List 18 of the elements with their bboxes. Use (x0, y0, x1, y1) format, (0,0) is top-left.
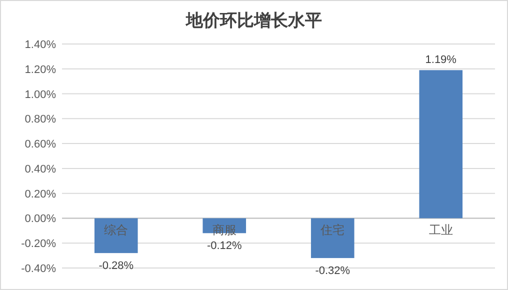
x-tick-label: 住宅 (320, 223, 345, 238)
y-tick-label: 0.40% (24, 163, 56, 176)
y-tick-label: 1.40% (24, 39, 56, 51)
chart-title: 地价环比增长水平 (185, 11, 322, 31)
y-tick-label: 1.20% (24, 64, 56, 76)
data-label: -0.32% (315, 265, 350, 278)
y-tick-label: 0.60% (24, 138, 56, 151)
y-tick-label: 0.20% (24, 188, 56, 200)
x-tick-label: 工业 (428, 223, 453, 238)
data-label: 1.19% (425, 54, 457, 66)
x-tick-label: 综合 (104, 223, 128, 238)
y-tick-label: 0.80% (24, 114, 56, 126)
y-tick-label: -0.20% (21, 238, 56, 250)
y-tick-label: -0.40% (21, 263, 56, 275)
y-tick-label: 1.00% (24, 88, 56, 101)
y-tick-label: 0.00% (24, 213, 56, 226)
data-label: -0.28% (98, 260, 134, 272)
data-label: -0.12% (206, 240, 242, 252)
